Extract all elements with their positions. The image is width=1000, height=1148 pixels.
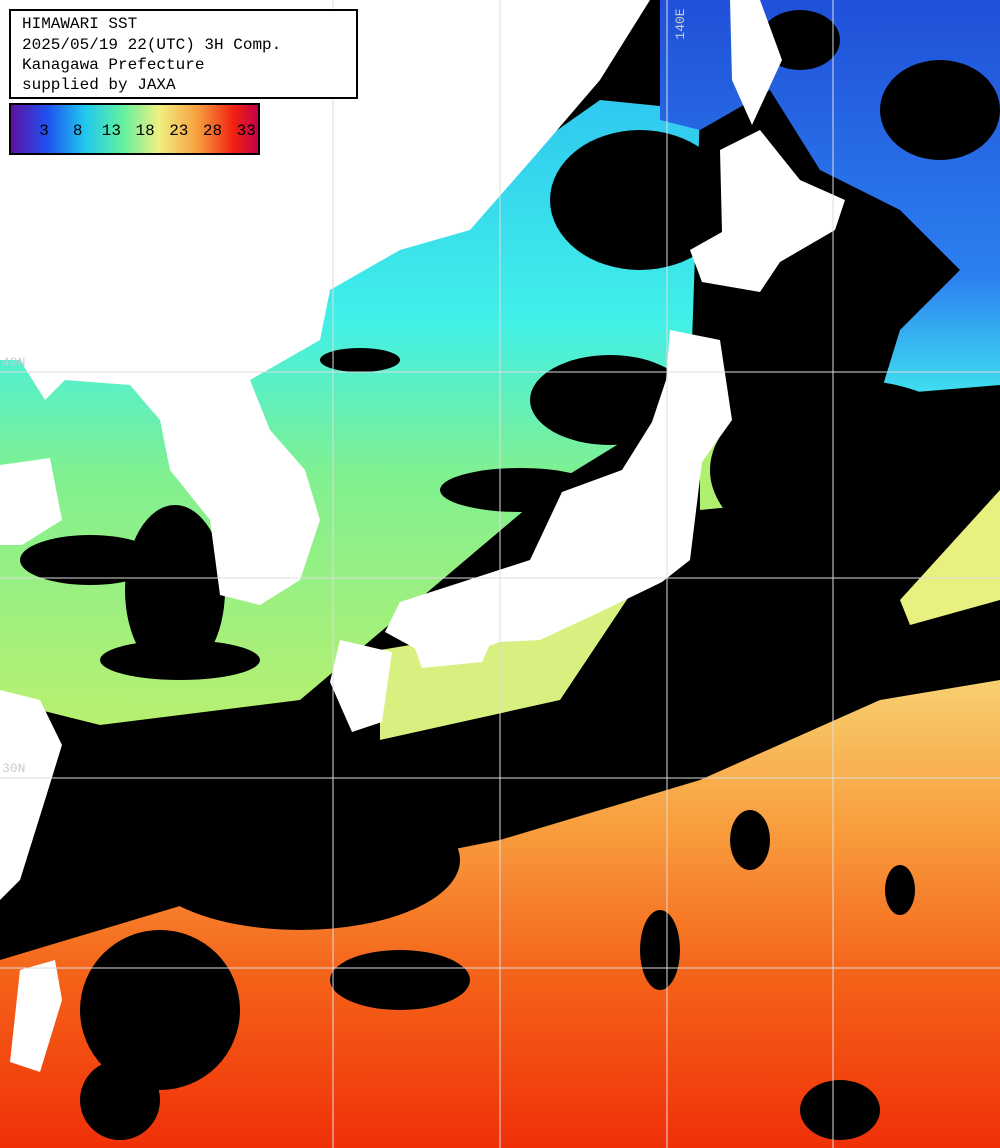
clouds <box>20 10 1000 1140</box>
lat-label: 30N <box>2 761 25 776</box>
header-line: Kanagawa Prefecture <box>22 56 204 74</box>
colorbar-label: 13 <box>102 122 121 140</box>
colorbar <box>9 103 260 155</box>
lat-label: 40N <box>2 355 25 370</box>
colorbar-label: 33 <box>237 122 256 140</box>
sea-east-patch <box>900 490 1000 625</box>
colorbar-label: 8 <box>73 122 83 140</box>
header-line: 2025/05/19 22(UTC) 3H Comp. <box>22 36 281 54</box>
colorbar-label: 3 <box>39 122 49 140</box>
colorbar-label: 28 <box>203 122 222 140</box>
colorbar-label: 18 <box>135 122 154 140</box>
colorbar-label: 23 <box>169 122 188 140</box>
header-line: HIMAWARI SST <box>22 15 137 33</box>
lon-label: 140E <box>673 8 688 39</box>
header-box <box>9 9 358 99</box>
colorbar-labels: 3 8 13 18 23 28 33 <box>39 122 256 140</box>
header-line: supplied by JAXA <box>22 76 176 94</box>
